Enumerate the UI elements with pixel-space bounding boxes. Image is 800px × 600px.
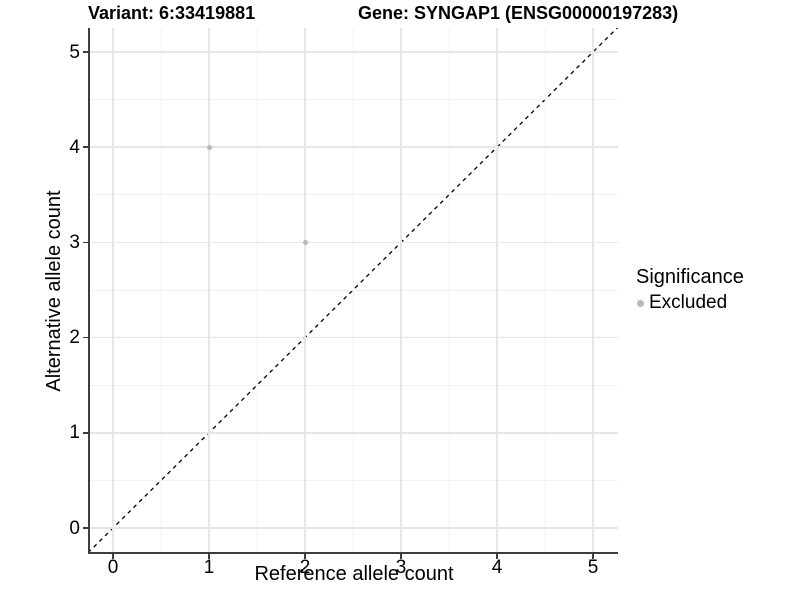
- x-tick-label: 0: [107, 557, 119, 578]
- gridline-minor-h: [90, 479, 618, 481]
- y-tick-label: 1: [69, 422, 80, 444]
- y-tick-mark: [83, 241, 88, 244]
- x-axis-title: Reference allele count: [254, 563, 454, 585]
- gridline-minor-v: [160, 28, 162, 553]
- gridline-major-h: [90, 432, 618, 434]
- gridline-major-h: [90, 51, 618, 53]
- gridline-major-h: [90, 146, 618, 148]
- x-axis-line: [88, 552, 618, 554]
- plot-title-gene: Gene: SYNGAP1 (ENSG00000197283): [358, 3, 679, 23]
- x-tick-mark: [112, 554, 114, 559]
- gridline-major-h: [90, 527, 618, 529]
- y-tick-label: 2: [69, 327, 80, 349]
- y-tick-label: 3: [69, 231, 80, 253]
- gridline-major-v: [304, 28, 306, 553]
- legend-item-excluded: Excluded: [636, 292, 744, 314]
- gridline-minor-v: [544, 28, 546, 553]
- x-tick-label: 1: [203, 557, 215, 578]
- x-tick-label: 5: [587, 557, 599, 578]
- legend-item-label: Excluded: [649, 292, 728, 313]
- y-tick-label: 5: [69, 41, 80, 63]
- x-tick-mark: [496, 554, 498, 559]
- y-tick-mark: [83, 336, 88, 339]
- y-tick-mark: [83, 432, 88, 434]
- x-tick-mark: [400, 554, 402, 559]
- y-axis-line: [88, 28, 90, 554]
- y-tick-mark: [83, 51, 88, 53]
- gridline-major-v: [592, 28, 594, 553]
- x-tick-label: 3: [395, 557, 407, 578]
- legend: Significance Excluded: [636, 266, 744, 314]
- gridline-major-h: [90, 336, 618, 339]
- legend-title: Significance: [636, 266, 744, 288]
- identity-dashed-line: [90, 28, 618, 552]
- gridline-major-v: [496, 28, 498, 553]
- gridline-minor-h: [90, 289, 618, 291]
- x-tick-mark: [304, 554, 306, 559]
- gridline-minor-v: [256, 28, 258, 553]
- gridline-minor-v: [448, 28, 450, 553]
- gridline-minor-h: [90, 99, 618, 101]
- gridline-major-v: [112, 28, 114, 553]
- data-point: [206, 144, 212, 150]
- gridline-major-v: [400, 28, 402, 553]
- x-tick-label: 4: [491, 557, 503, 578]
- x-tick-mark: [208, 554, 210, 559]
- gridline-minor-v: [352, 28, 354, 553]
- y-axis-title: Alternative allele count: [43, 190, 65, 392]
- gridline-major-v: [208, 28, 210, 553]
- plot-title-variant: Variant: 6:33419881: [88, 3, 256, 23]
- y-tick-label: 0: [69, 517, 80, 539]
- x-tick-mark: [592, 554, 594, 559]
- y-tick-label: 4: [69, 136, 80, 158]
- gridline-major-h: [90, 241, 618, 244]
- x-tick-label: 2: [299, 557, 311, 578]
- gridline-minor-h: [90, 384, 618, 386]
- data-point: [302, 239, 308, 245]
- gridline-minor-h: [90, 194, 618, 196]
- plot-panel: [90, 28, 618, 553]
- y-tick-mark: [83, 146, 88, 148]
- y-tick-mark: [83, 527, 88, 529]
- legend-point-icon: [637, 299, 644, 307]
